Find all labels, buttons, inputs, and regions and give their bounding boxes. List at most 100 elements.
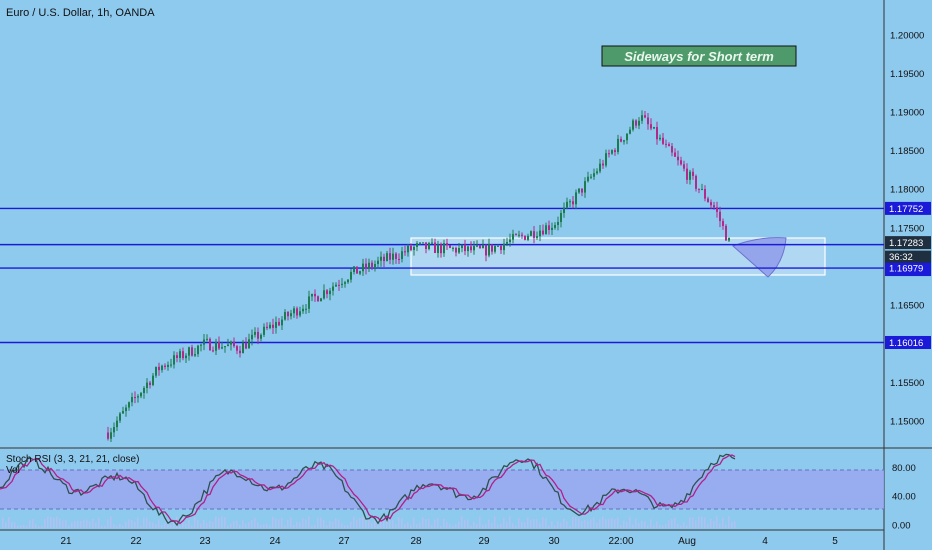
candle-body (638, 120, 640, 126)
volume-bar (239, 524, 241, 528)
volume-bar (215, 516, 217, 528)
candle-body (695, 175, 697, 189)
candle-body (530, 231, 532, 236)
candle-body (191, 347, 193, 356)
volume-bar (179, 525, 181, 528)
candle-body (644, 115, 646, 118)
volume-bar (383, 520, 385, 528)
volume-bar (602, 516, 604, 528)
volume-bar (161, 525, 163, 528)
volume-bar (635, 518, 637, 528)
candle-body (260, 334, 262, 339)
candle-body (626, 133, 628, 141)
volume-bar (56, 516, 58, 528)
countdown-tag-text: 36:32 (889, 252, 913, 263)
volume-bar (677, 523, 679, 528)
candle-body (548, 225, 550, 230)
volume-bar (515, 525, 517, 528)
candle-body (341, 283, 343, 285)
candle-body (218, 341, 220, 349)
rsi-tick-label: 80.00 (892, 463, 916, 474)
candle-body (458, 248, 460, 253)
volume-bar (578, 518, 580, 528)
volume-bars (2, 516, 736, 528)
candle-body (464, 244, 466, 252)
volume-bar (53, 517, 55, 528)
volume-bar (59, 518, 61, 528)
volume-bar (470, 525, 472, 528)
volume-bar (359, 517, 361, 528)
volume-bar (683, 522, 685, 528)
candle-body (194, 354, 196, 356)
volume-bar (155, 523, 157, 528)
candle-body (470, 246, 472, 251)
candle-body (629, 129, 631, 134)
volume-bar (494, 516, 496, 528)
volume-bar (500, 523, 502, 528)
volume-bar (272, 516, 274, 528)
volume-bar (263, 524, 265, 528)
candle-body (362, 263, 364, 272)
volume-bar (434, 519, 436, 528)
volume-bar (182, 516, 184, 528)
volume-bar (692, 517, 694, 528)
candle-body (419, 242, 421, 244)
candle-body (272, 324, 274, 328)
candle-body (578, 188, 580, 193)
candle-body (188, 347, 190, 356)
price-level-tag (885, 335, 931, 349)
volume-bar (221, 516, 223, 528)
candle-body (443, 243, 445, 254)
volume-bar (401, 518, 403, 528)
time-label: 5 (832, 536, 838, 547)
volume-bar (290, 517, 292, 528)
candle-body (500, 245, 502, 251)
volume-bar (581, 520, 583, 528)
candle-body (275, 321, 277, 328)
candle-body (632, 120, 634, 130)
volume-bar (26, 525, 28, 528)
candle-body (428, 242, 430, 250)
candle-body (377, 260, 379, 265)
volume-bar (104, 525, 106, 528)
volume-bar (236, 520, 238, 528)
price-level-tag-text: 1.16016 (889, 338, 923, 349)
volume-bar (188, 519, 190, 528)
volume-bar (455, 523, 457, 528)
candle-body (539, 230, 541, 237)
volume-bar (8, 516, 10, 528)
price-tick-label: 1.19500 (890, 69, 924, 80)
volume-bar (92, 518, 94, 528)
price-level-tag-text: 1.17752 (889, 204, 923, 215)
volume-bar (344, 525, 346, 528)
price-level-tag (885, 261, 931, 275)
candle-body (335, 284, 337, 287)
volume-bar (5, 522, 7, 528)
volume-bar (545, 518, 547, 528)
volume-bar (464, 520, 466, 528)
volume-bar (20, 525, 22, 528)
volume-bar (305, 519, 307, 528)
candle-body (605, 153, 607, 166)
annotation-text: Sideways for Short term (624, 49, 774, 64)
candle-body (503, 243, 505, 251)
volume-bar (620, 525, 622, 528)
candle-body (599, 163, 601, 172)
candle-body (557, 222, 559, 225)
volume-bar (419, 522, 421, 528)
volume-bar (185, 523, 187, 528)
candle-body (614, 150, 616, 153)
candle-body (284, 312, 286, 320)
candle-body (491, 244, 493, 252)
candle-body (119, 413, 121, 421)
volume-bar (209, 520, 211, 528)
volume-bar (503, 517, 505, 528)
volume-bar (287, 519, 289, 528)
volume-bar (488, 519, 490, 528)
candle-body (401, 251, 403, 260)
candle-body (155, 366, 157, 376)
candle-body (323, 290, 325, 299)
volume-bar (125, 521, 127, 528)
candle-body (149, 382, 151, 385)
